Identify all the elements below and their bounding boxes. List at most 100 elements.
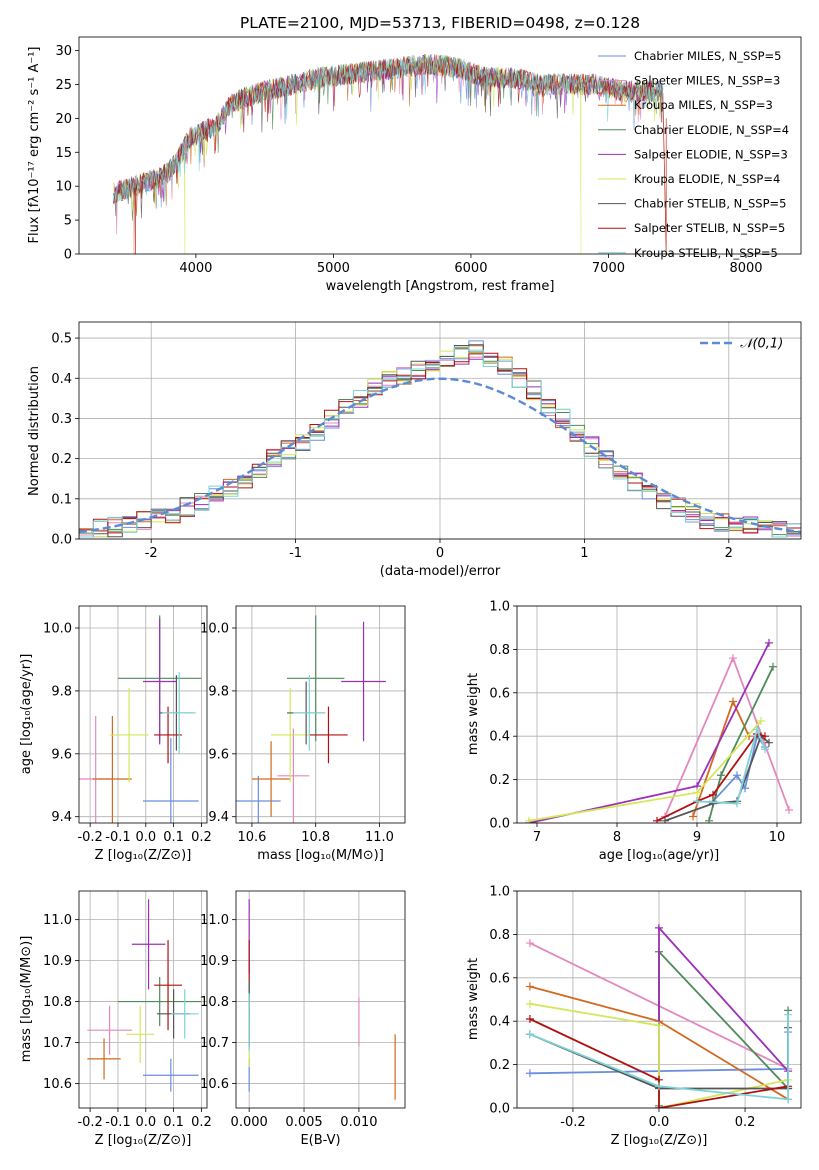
weight-marker	[655, 923, 663, 932]
weight-marker	[729, 654, 737, 663]
y-axis-label: Normed distribution	[27, 366, 42, 496]
x-tick-label: 0.010	[340, 1115, 377, 1130]
y-tick-label: 0.4	[489, 1015, 510, 1030]
y-tick-label: 0.8	[489, 928, 510, 943]
normal-curve	[79, 377, 801, 534]
y-tick-label: 10.9	[43, 954, 72, 969]
axes-frame	[516, 605, 802, 824]
legend-entry: Salpeter MILES, N_SSP=3	[634, 74, 780, 88]
weight-marker	[525, 816, 533, 823]
y-tick-label: 0.3	[51, 412, 72, 427]
y-tick-label: 0.5	[51, 332, 72, 347]
y-axis-label: age [log₁₀(age/yr)]	[19, 654, 34, 775]
weight-marker	[733, 799, 741, 808]
y-tick-label: 0.0	[489, 817, 510, 832]
errorbar-point	[162, 672, 196, 754]
weight-marker	[765, 738, 773, 747]
errorbar-point	[293, 675, 326, 751]
legend-entry: Salpeter ELODIE, N_SSP=3	[634, 147, 788, 161]
errorbar-point	[109, 687, 149, 783]
x-tick-label: 9	[693, 830, 701, 845]
plot-area	[113, 54, 667, 254]
x-tick-label: 7	[533, 830, 541, 845]
errorbar-point	[277, 728, 310, 823]
x-tick-label: 0.1	[163, 1115, 184, 1130]
y-tick-label: 9.4	[208, 810, 229, 825]
chart-spectrum: 4000 5000 6000 7000 8000 0 5 10 15 20 25 30 waveleng…	[27, 14, 802, 294]
x-axis-label: wavelength [Angstrom, rest frame]	[326, 279, 555, 294]
errorbar-point	[287, 615, 345, 742]
legend-entry: Kroupa STELIB, N_SSP=5	[634, 246, 778, 260]
weight-line	[664, 655, 790, 817]
x-tick-label: 11.0	[365, 830, 394, 845]
weight-marker	[661, 816, 669, 823]
axes-frame	[235, 890, 406, 1109]
y-axis-label: Flux [fλ10⁻¹⁷ erg cm⁻² s⁻¹ A⁻¹]	[27, 47, 42, 244]
x-tick-label: 0.2	[191, 1115, 212, 1130]
x-tick-label: 0.0	[649, 1115, 670, 1130]
y-tick-label: 9.8	[51, 684, 72, 699]
histogram-step	[79, 346, 801, 539]
weight-series	[655, 947, 793, 1108]
spectrum-line	[113, 54, 667, 254]
errorbar-point	[341, 621, 386, 742]
y-tick-label: 10.6	[43, 1077, 72, 1092]
x-tick-label: 5000	[317, 261, 350, 276]
x-tick-label: -0.2	[77, 1115, 102, 1130]
chart-age_vs_Z: -0.2 -0.1 0.0 0.1 0.2 9.4 9.6 9.8 10.0 Z [log₁₀(Z…	[19, 605, 212, 863]
errorbar-point	[131, 899, 166, 990]
x-tick-label: 0.0	[135, 830, 156, 845]
weight-marker	[525, 1069, 534, 1078]
x-tick-label: 10	[769, 830, 786, 845]
errorbar-point	[271, 687, 310, 783]
x-tick-label: 0	[436, 546, 444, 561]
x-axis-label: Z [log₁₀(Z/Z⊙)]	[95, 1133, 192, 1148]
x-axis-label: (data-model)/error	[380, 564, 501, 579]
y-axis-label: mass [log₁₀(M/M⊙)]	[19, 936, 34, 1063]
x-tick-label: 1	[580, 546, 588, 561]
weight-series	[525, 717, 765, 823]
weight-line	[696, 726, 766, 805]
weight-marker	[705, 816, 713, 823]
y-tick-label: 20	[55, 112, 72, 127]
weight-marker	[769, 662, 777, 671]
y-tick-label: 5	[64, 214, 72, 229]
errorbar-point	[143, 1058, 199, 1092]
x-tick-label: -2	[145, 546, 158, 561]
legend: Chabrier MILES, N_SSP=5 Salpeter MILES, N…	[598, 49, 789, 260]
y-tick-label: 0.4	[51, 372, 72, 387]
chart-mass_vs_Z: -0.2 -0.1 0.0 0.1 0.2 10.6 10.7 10.8 10.9 11.0 Z […	[19, 890, 212, 1148]
chart-weight_vs_age: 7 8 9 10 0.0 0.2 0.4 0.6 0.8 1.0 age [log₁₀(age/yr…	[466, 600, 802, 863]
weight-marker	[709, 799, 717, 808]
weight-series	[525, 1010, 793, 1104]
y-tick-label: 0.6	[489, 971, 510, 986]
x-tick-label: 6000	[454, 261, 487, 276]
axes-frame	[78, 605, 208, 824]
y-tick-label: 1.0	[489, 600, 510, 615]
weight-marker	[785, 805, 793, 814]
weight-line	[658, 949, 789, 1106]
plot-area	[236, 615, 386, 823]
x-tick-label: 4000	[179, 261, 212, 276]
x-tick-label: 0.000	[231, 1115, 268, 1130]
weight-marker	[525, 999, 534, 1008]
errorbar-point	[117, 976, 202, 1027]
y-tick-label: 9.6	[208, 747, 229, 762]
axes-frame	[235, 605, 406, 824]
axes-frame	[78, 890, 208, 1109]
spectrum-line	[113, 54, 664, 202]
errorbar-point	[236, 775, 281, 823]
x-axis-label: E(B-V)	[300, 1133, 340, 1148]
x-tick-label: 0.2	[191, 830, 212, 845]
y-tick-label: 10.0	[43, 622, 72, 637]
weight-marker	[784, 1010, 793, 1019]
y-tick-label: 10.7	[200, 1036, 229, 1051]
legend-entry: 𝒩(0,1)	[740, 337, 783, 352]
weight-marker	[525, 939, 534, 948]
plot-area	[79, 615, 202, 823]
weight-series	[693, 725, 769, 808]
y-tick-label: 10	[55, 180, 72, 195]
chart-age_vs_mass: 10.6 10.8 11.0 9.4 9.6 9.8 10.0 mass [log₁₀(M/M…	[200, 605, 406, 863]
weight-marker	[653, 816, 661, 823]
x-tick-label: -0.1	[105, 830, 130, 845]
